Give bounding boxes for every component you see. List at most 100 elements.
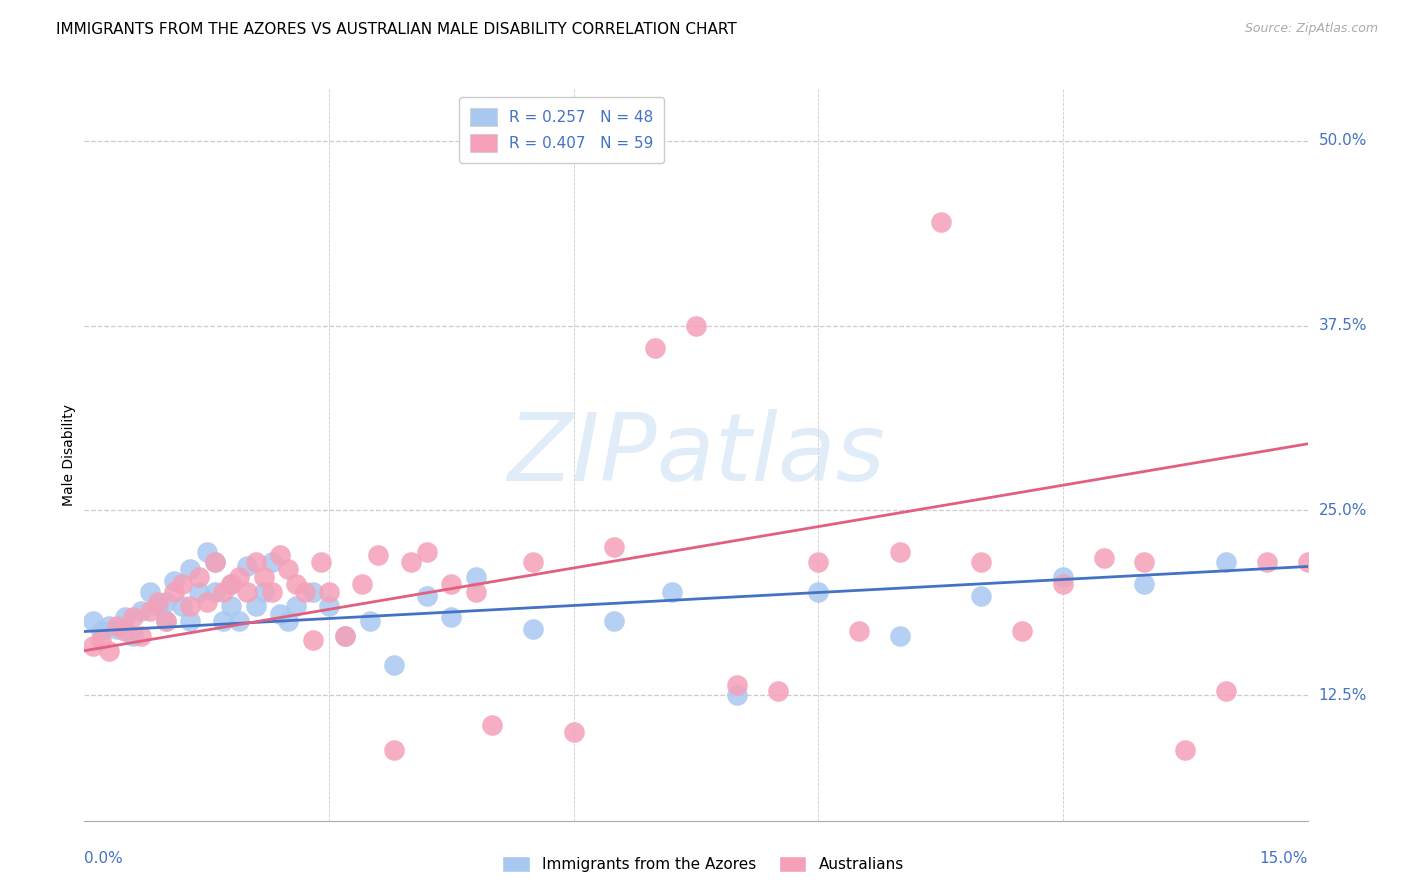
Point xyxy=(685,318,707,333)
Point xyxy=(172,577,194,591)
Point xyxy=(1256,555,1278,569)
Point xyxy=(318,599,340,614)
Point xyxy=(269,607,291,621)
Point xyxy=(253,584,276,599)
Point xyxy=(163,584,186,599)
Text: 25.0%: 25.0% xyxy=(1319,503,1367,518)
Text: 15.0%: 15.0% xyxy=(1260,851,1308,866)
Text: 0.0%: 0.0% xyxy=(84,851,124,866)
Point xyxy=(105,618,128,632)
Point xyxy=(285,599,308,614)
Point xyxy=(1215,555,1237,569)
Point xyxy=(766,683,789,698)
Point xyxy=(970,589,993,603)
Point xyxy=(522,555,544,569)
Point xyxy=(889,629,911,643)
Point xyxy=(294,584,316,599)
Point xyxy=(138,584,160,599)
Point xyxy=(253,570,276,584)
Point xyxy=(228,570,250,584)
Point xyxy=(219,577,242,591)
Point xyxy=(807,555,830,569)
Point xyxy=(82,640,104,654)
Point xyxy=(277,614,299,628)
Point xyxy=(562,725,585,739)
Point xyxy=(122,629,145,643)
Point xyxy=(603,541,626,555)
Point xyxy=(309,555,332,569)
Point xyxy=(228,614,250,628)
Point xyxy=(277,562,299,576)
Point xyxy=(179,599,201,614)
Point xyxy=(285,577,308,591)
Point xyxy=(481,717,503,731)
Point xyxy=(335,629,357,643)
Point xyxy=(204,584,226,599)
Point xyxy=(97,643,120,657)
Point xyxy=(359,614,381,628)
Point xyxy=(644,341,666,355)
Point xyxy=(82,614,104,628)
Point xyxy=(929,215,952,229)
Point xyxy=(236,559,259,574)
Point xyxy=(522,622,544,636)
Point xyxy=(97,618,120,632)
Point xyxy=(114,609,136,624)
Point xyxy=(105,622,128,636)
Point xyxy=(318,584,340,599)
Point xyxy=(219,599,242,614)
Point xyxy=(195,595,218,609)
Point xyxy=(661,584,683,599)
Point xyxy=(350,577,373,591)
Point xyxy=(848,624,870,639)
Text: 37.5%: 37.5% xyxy=(1319,318,1367,333)
Point xyxy=(970,555,993,569)
Point xyxy=(603,614,626,628)
Point xyxy=(399,555,422,569)
Point xyxy=(90,633,112,648)
Point xyxy=(172,599,194,614)
Point xyxy=(179,562,201,576)
Point xyxy=(131,629,153,643)
Point xyxy=(269,548,291,562)
Point xyxy=(204,555,226,569)
Text: Source: ZipAtlas.com: Source: ZipAtlas.com xyxy=(1244,22,1378,36)
Point xyxy=(725,678,748,692)
Point xyxy=(245,599,267,614)
Point xyxy=(889,545,911,559)
Point xyxy=(1133,555,1156,569)
Point xyxy=(179,614,201,628)
Point xyxy=(440,609,463,624)
Point xyxy=(301,633,323,648)
Point xyxy=(464,570,486,584)
Y-axis label: Male Disability: Male Disability xyxy=(62,404,76,506)
Point xyxy=(440,577,463,591)
Legend: R = 0.257   N = 48, R = 0.407   N = 59: R = 0.257 N = 48, R = 0.407 N = 59 xyxy=(458,97,665,163)
Point xyxy=(382,742,405,756)
Point xyxy=(1052,570,1074,584)
Point xyxy=(187,570,209,584)
Point xyxy=(260,555,283,569)
Point xyxy=(725,688,748,702)
Point xyxy=(122,609,145,624)
Point xyxy=(155,595,177,609)
Point xyxy=(114,624,136,639)
Point xyxy=(464,584,486,599)
Point xyxy=(187,584,209,599)
Point xyxy=(367,548,389,562)
Point xyxy=(301,584,323,599)
Point xyxy=(146,599,169,614)
Point xyxy=(155,614,177,628)
Point xyxy=(212,584,235,599)
Point xyxy=(416,545,439,559)
Point xyxy=(1011,624,1033,639)
Point xyxy=(90,624,112,639)
Point xyxy=(204,555,226,569)
Point xyxy=(335,629,357,643)
Legend: Immigrants from the Azores, Australians: Immigrants from the Azores, Australians xyxy=(495,848,911,880)
Point xyxy=(146,595,169,609)
Point xyxy=(245,555,267,569)
Point xyxy=(1215,683,1237,698)
Point xyxy=(382,658,405,673)
Point xyxy=(807,584,830,599)
